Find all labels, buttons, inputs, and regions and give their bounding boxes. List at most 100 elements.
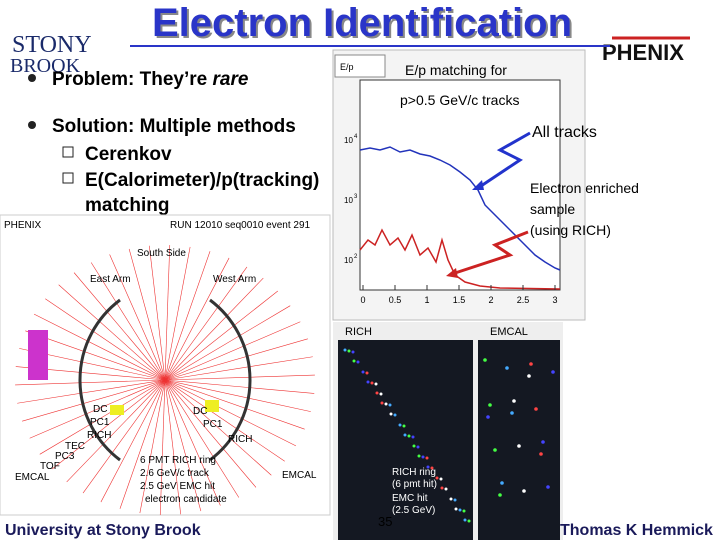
- annotation: Electron enriched: [530, 180, 639, 196]
- track: [17, 379, 166, 404]
- track: [119, 379, 166, 509]
- panel-dot: [388, 403, 392, 407]
- panel-title: EMCAL: [490, 326, 528, 338]
- panel-dot: [366, 380, 370, 384]
- detector-label: EMCAL: [282, 470, 317, 481]
- panel-dot: [421, 455, 425, 459]
- track: [164, 290, 279, 381]
- x-tick-label: 0: [360, 295, 365, 305]
- track: [15, 379, 166, 386]
- panel-dot: [500, 481, 504, 485]
- bullet-text: Solution: Multiple methods: [52, 116, 296, 137]
- track: [159, 379, 166, 515]
- track: [90, 262, 166, 381]
- panel-title: RICH: [345, 326, 372, 338]
- detector-label: RICH: [228, 434, 252, 445]
- ed-arm: West Arm: [213, 274, 256, 285]
- detector-label: TOF: [40, 461, 60, 472]
- detector-label: EMCAL: [15, 472, 50, 483]
- electron-curve: [359, 228, 561, 290]
- panel-dot: [393, 413, 397, 417]
- panel-dot: [534, 407, 538, 411]
- logo-stony: STONY: [12, 32, 92, 58]
- panel-dot: [510, 411, 514, 415]
- track: [164, 379, 305, 430]
- detector-arc: [209, 298, 252, 462]
- panel-dot: [370, 381, 374, 385]
- track: [164, 379, 202, 512]
- track: [164, 379, 240, 498]
- track: [39, 379, 166, 455]
- panel-dot: [439, 477, 443, 481]
- panel-dot: [379, 392, 383, 396]
- bullet-plain: Problem: They’re: [52, 69, 213, 90]
- ed-arm: East Arm: [90, 274, 131, 285]
- annotation: (using RICH): [530, 222, 611, 238]
- detector-label: PC3: [55, 451, 75, 462]
- detector-block: [28, 330, 48, 380]
- bullet-dot: [28, 121, 36, 129]
- panel-dot: [505, 366, 509, 370]
- panel-dot: [347, 349, 351, 353]
- track: [164, 245, 171, 381]
- track: [100, 379, 166, 503]
- panel-dot: [454, 507, 458, 511]
- logo-phenix: PHENIX: [602, 40, 684, 65]
- track: [164, 305, 291, 381]
- panel-dot: [380, 401, 384, 405]
- panel-dot: [361, 370, 365, 374]
- track: [164, 356, 313, 381]
- track: [164, 277, 264, 381]
- track: [51, 379, 166, 470]
- page-number: 35: [378, 514, 392, 529]
- track: [73, 272, 166, 381]
- panel-dot: [426, 465, 430, 469]
- tracks: [15, 245, 315, 515]
- y-tick-exp: 4: [354, 134, 358, 140]
- event-info: electron candidate: [145, 494, 227, 505]
- panel-dot: [467, 519, 471, 523]
- track: [164, 379, 272, 476]
- event-info: 2.6 GeV/c track: [140, 468, 210, 479]
- track: [164, 338, 308, 381]
- panel-dot: [458, 508, 462, 512]
- panel-dot: [546, 485, 550, 489]
- annotation: sample: [530, 201, 575, 217]
- panel-dot: [435, 476, 439, 480]
- panel-dot: [551, 370, 555, 374]
- detector-label: DC: [93, 404, 107, 415]
- panel-label: EMC hit: [392, 493, 428, 504]
- emcal-panel: [478, 340, 560, 540]
- panel-dot: [402, 424, 406, 428]
- track: [66, 379, 166, 483]
- x-tick-label: 1.5: [453, 295, 466, 305]
- y-tick-label: 10: [344, 196, 353, 205]
- hit: [110, 405, 124, 415]
- panel-dot: [417, 454, 421, 458]
- track: [139, 379, 166, 514]
- panel-dot: [425, 456, 429, 460]
- track: [164, 257, 230, 381]
- panel-dot: [444, 487, 448, 491]
- panel-dot: [541, 440, 545, 444]
- x-tick-label: 2.5: [517, 295, 530, 305]
- y-tick-label: 10: [344, 256, 353, 265]
- x-tick-label: 0.5: [389, 295, 402, 305]
- sub-bullet-text: matching: [85, 195, 169, 216]
- figure-legend: [334, 54, 386, 78]
- detector-label: PC1: [90, 417, 110, 428]
- track: [164, 379, 257, 488]
- track: [164, 379, 311, 412]
- ed-experiment: PHENIX: [4, 220, 42, 231]
- track: [164, 379, 285, 462]
- sub-bullet-text: Cerenkov: [85, 144, 172, 165]
- panel-dot: [463, 518, 467, 522]
- y-tick-exp: 2: [354, 254, 358, 260]
- figure-caption: E/p matching for: [405, 62, 507, 78]
- panel-dot: [527, 374, 531, 378]
- panel-dot: [498, 493, 502, 497]
- x-tick-label: 2: [488, 295, 493, 305]
- panel-dot: [522, 489, 526, 493]
- x-tick-label: 3: [552, 295, 557, 305]
